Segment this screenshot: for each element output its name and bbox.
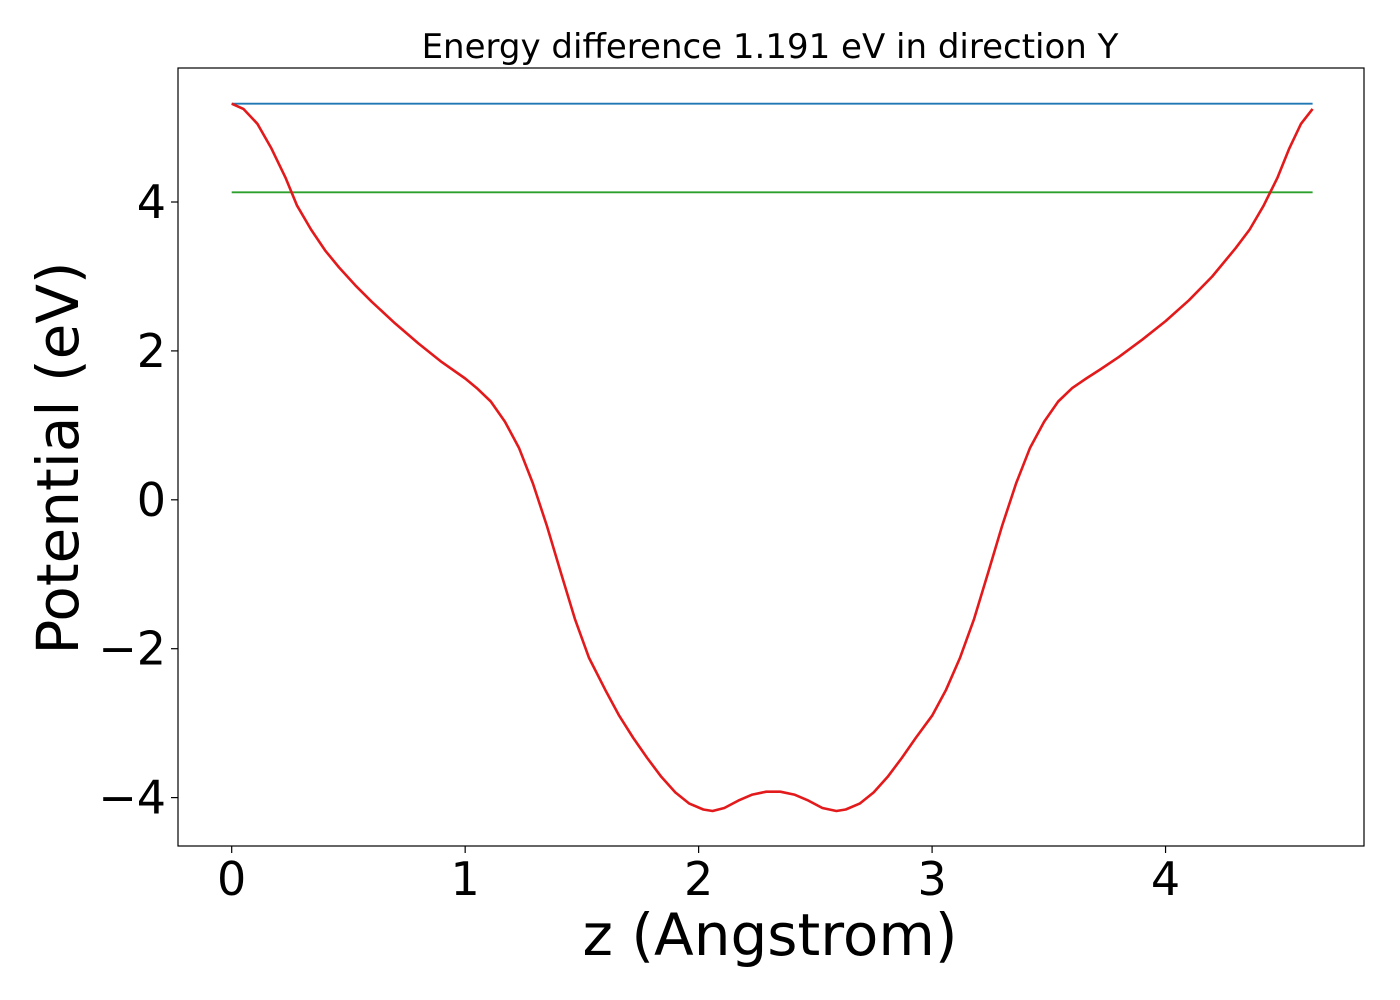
x-tick-label: 4 (1151, 852, 1180, 906)
x-tick-label: 2 (684, 852, 713, 906)
series-layer (231, 102, 1314, 813)
x-tick-label: 0 (217, 852, 246, 906)
y-tick-label: 0 (137, 473, 166, 527)
y-tick-label: 2 (137, 324, 166, 378)
y-axis: −4 −2 0 2 4 (98, 175, 178, 825)
y-tick-label: 4 (137, 175, 166, 229)
y-axis-label: Potential (eV) (24, 261, 92, 654)
x-tick-label: 3 (917, 852, 946, 906)
y-tick-label: −4 (98, 771, 166, 825)
plot-area-frame (177, 67, 1365, 847)
x-axis-label: z (Angstrom) (583, 901, 958, 969)
x-tick-label: 1 (451, 852, 480, 906)
y-tick-label: −2 (98, 622, 166, 676)
series-line-3 (231, 102, 1314, 813)
chart-title: Energy difference 1.191 eV in direction … (422, 27, 1119, 67)
x-axis: 0 1 2 3 4 (217, 846, 1180, 906)
